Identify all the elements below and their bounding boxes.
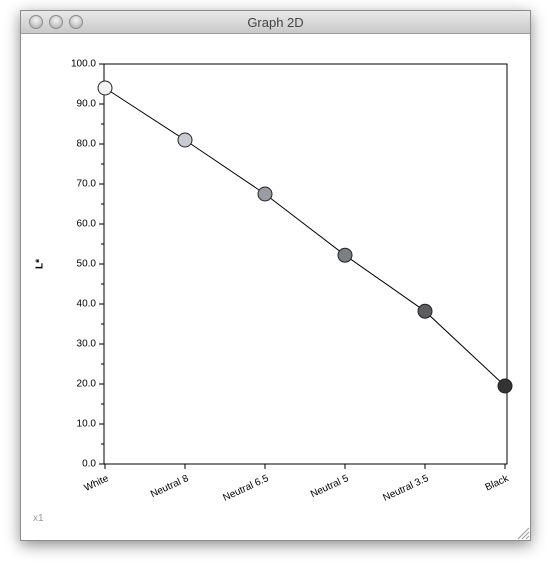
y-axis-label: L* xyxy=(35,259,46,269)
y-tick-label: 80.0 xyxy=(77,139,97,150)
data-point xyxy=(97,80,113,96)
data-point xyxy=(257,186,273,202)
close-button[interactable] xyxy=(29,15,43,29)
footer-label: x1 xyxy=(33,513,44,524)
data-point xyxy=(417,303,433,319)
y-tick-label: 60.0 xyxy=(77,219,97,230)
data-line xyxy=(104,87,506,387)
data-point xyxy=(337,247,353,263)
y-tick-label: 40.0 xyxy=(77,299,97,310)
resize-grip[interactable] xyxy=(515,525,531,541)
y-tick-label: 70.0 xyxy=(77,179,97,190)
x-tick-label: Neutral 5 xyxy=(309,473,351,500)
data-point xyxy=(177,132,193,148)
y-tick-label: 90.0 xyxy=(77,99,97,110)
window-title: Graph 2D xyxy=(247,15,304,30)
y-tick-label: 0.0 xyxy=(82,459,96,470)
y-tick-label: 30.0 xyxy=(77,339,97,350)
zoom-button[interactable] xyxy=(69,15,83,29)
plot-frame xyxy=(103,63,508,465)
x-tick-label: Black xyxy=(484,473,512,494)
y-tick-label: 50.0 xyxy=(77,259,97,270)
minimize-button[interactable] xyxy=(49,15,63,29)
data-point xyxy=(497,378,513,394)
x-tick-label: White xyxy=(83,473,111,494)
x-tick-label: Neutral 3.5 xyxy=(381,473,430,504)
window: Graph 2D x1 xyxy=(20,10,531,541)
y-tick-label: 10.0 xyxy=(77,419,97,430)
y-tick-label: 100.0 xyxy=(71,59,96,70)
x-tick-label: Neutral 8 xyxy=(149,473,191,500)
y-tick-label: 20.0 xyxy=(77,379,97,390)
title-bar: Graph 2D xyxy=(21,11,530,34)
x-tick-label: Neutral 6.5 xyxy=(221,473,270,504)
